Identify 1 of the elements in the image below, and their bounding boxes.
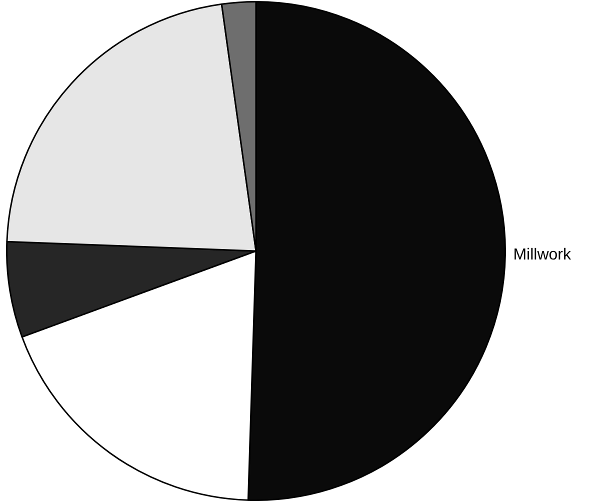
slice-label: Millwork <box>513 246 572 264</box>
